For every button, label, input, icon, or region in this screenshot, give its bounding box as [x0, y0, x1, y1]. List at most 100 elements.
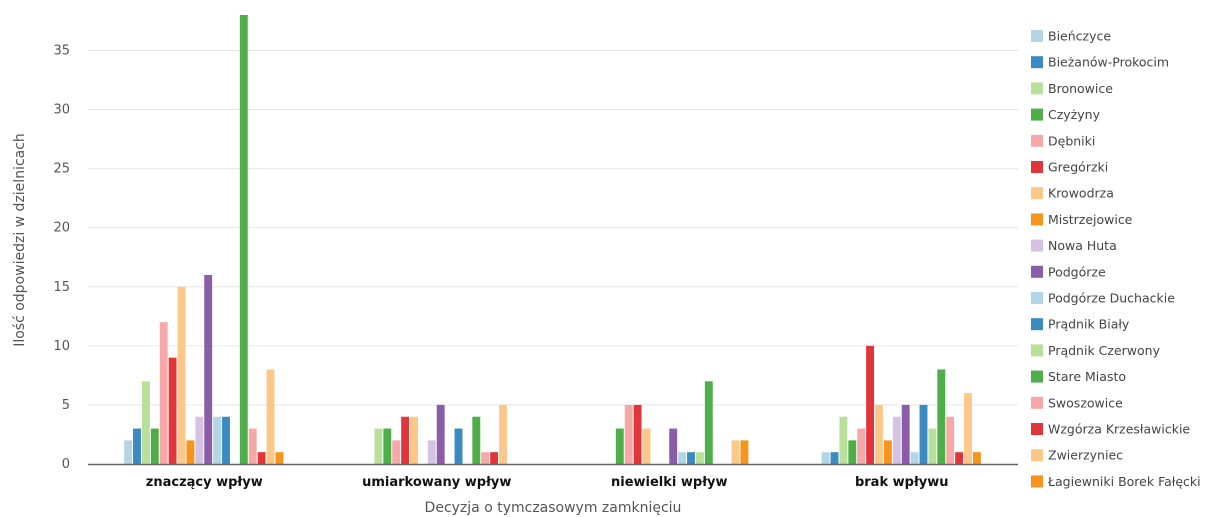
legend-item[interactable]: Prądnik Czerwony [1031, 343, 1161, 358]
legend-label: Łagiewniki Borek Fałęcki [1047, 474, 1201, 489]
legend-swatch [1031, 292, 1043, 304]
bar [857, 428, 866, 464]
bar [499, 404, 507, 464]
bar [704, 381, 713, 464]
legend-item[interactable]: Stare Miasto [1031, 369, 1126, 384]
legend-item[interactable]: Mistrzejowice [1031, 212, 1133, 227]
legend-item[interactable]: Prądnik Biały [1031, 317, 1130, 332]
x-axis-title: Decyzja o tymczasowym zamknięciu [425, 500, 682, 516]
legend-item[interactable]: Zwierzyniec [1031, 448, 1123, 463]
legend-item[interactable]: Czyżyny [1031, 107, 1101, 122]
legend-swatch [1031, 108, 1043, 121]
bar [946, 416, 955, 464]
bar [624, 404, 633, 464]
bar [883, 440, 892, 464]
bar [410, 416, 418, 464]
bar [848, 440, 857, 464]
legend-item[interactable]: Bronowice [1031, 81, 1113, 96]
bar [275, 452, 284, 464]
legend-item[interactable]: Dębniki [1031, 133, 1095, 148]
bar [839, 416, 848, 464]
bar [633, 404, 642, 464]
bar [731, 440, 740, 464]
legend-item[interactable]: Nowa Huta [1031, 238, 1117, 253]
legend-item[interactable]: Wzgórza Krzesławickie [1031, 422, 1190, 437]
legend-swatch [1031, 423, 1043, 435]
legend-label: Zwierzyniec [1048, 448, 1123, 463]
legend-label: Gregórzki [1048, 160, 1108, 175]
y-tick-label: 35 [53, 43, 70, 58]
bar [928, 428, 937, 464]
bar [222, 416, 230, 464]
bar [141, 381, 150, 464]
legend-swatch [1031, 344, 1043, 357]
legend-item[interactable]: Podgórze Duchackie [1031, 291, 1175, 306]
x-category-label: brak wpływu [855, 475, 949, 490]
bar [669, 428, 678, 464]
legend-item[interactable]: Łagiewniki Borek Fałęcki [1031, 474, 1201, 489]
bar [257, 452, 266, 464]
legend-label: Prądnik Biały [1048, 317, 1130, 332]
y-tick-label: 5 [62, 398, 70, 413]
bar [972, 452, 981, 464]
legend-item[interactable]: Gregórzki [1031, 160, 1108, 175]
bar [383, 428, 392, 464]
legend-swatch [1031, 396, 1043, 409]
legend-label: Prądnik Czerwony [1048, 343, 1161, 358]
bar [615, 428, 624, 464]
bar [875, 404, 883, 464]
bar [642, 428, 651, 464]
legend-label: Dębniki [1048, 133, 1095, 148]
legend-item[interactable]: Bieńczyce [1031, 29, 1111, 44]
legend-swatch [1031, 82, 1043, 95]
bar [401, 416, 410, 464]
legend-swatch [1031, 56, 1043, 69]
bar [427, 440, 436, 464]
bar [168, 357, 177, 464]
legend-label: Bieńczyce [1048, 29, 1111, 44]
bar [248, 428, 257, 464]
bar [490, 452, 499, 464]
legend-swatch [1031, 449, 1043, 462]
legend-swatch [1031, 161, 1043, 173]
legend-item[interactable]: Bieżanów-Prokocim [1031, 55, 1169, 70]
x-category-label: znaczący wpływ [146, 475, 263, 490]
x-category-label: niewielki wpływ [611, 475, 728, 490]
legend-label: Czyżyny [1048, 107, 1101, 122]
bar [374, 428, 383, 464]
bar [695, 452, 704, 464]
legend-label: Podgórze [1048, 264, 1106, 279]
legend-swatch [1031, 475, 1043, 488]
legend-label: Wzgórza Krzesławickie [1048, 422, 1190, 437]
legend-swatch [1031, 30, 1043, 42]
bar [213, 416, 222, 464]
legend-item[interactable]: Swoszowice [1031, 395, 1123, 410]
bar [195, 416, 204, 464]
x-axis-categories: znaczący wpływ umiarkowany wpływ niewielki… [146, 475, 949, 490]
bar [392, 440, 401, 464]
legend-swatch [1031, 213, 1043, 226]
legend-label: Bronowice [1048, 81, 1113, 96]
bar [910, 452, 919, 464]
bar [472, 416, 481, 464]
legend-label: Swoszowice [1048, 395, 1123, 410]
legend-label: Mistrzejowice [1048, 212, 1133, 227]
bar [964, 393, 972, 464]
legend-swatch [1031, 318, 1043, 331]
y-axis-title: Ilość odpowiedzi w dzielnicach [12, 133, 28, 347]
legend-item[interactable]: Podgórze [1031, 264, 1106, 279]
bar [454, 428, 463, 464]
legend-item[interactable]: Krowodrza [1031, 186, 1114, 201]
y-tick-label: 15 [53, 280, 70, 295]
bar [124, 440, 133, 464]
bar [239, 15, 248, 464]
bars [124, 15, 981, 464]
bar [266, 369, 275, 464]
legend-label: Podgórze Duchackie [1048, 291, 1175, 306]
y-tick-label: 25 [53, 162, 70, 177]
legend-swatch [1031, 134, 1043, 147]
legend-swatch [1031, 239, 1043, 252]
y-tick-label: 30 [53, 103, 70, 118]
bar [186, 440, 195, 464]
